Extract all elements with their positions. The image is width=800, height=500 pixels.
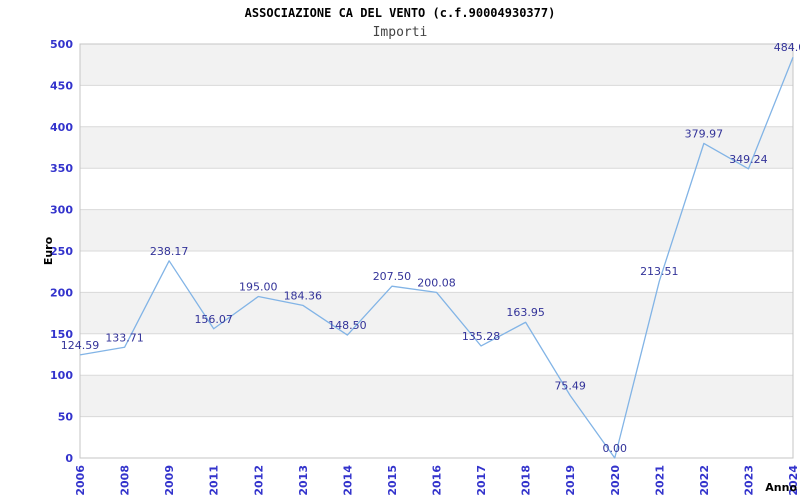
plot-band bbox=[80, 375, 793, 417]
x-tick-label: 2014 bbox=[341, 465, 354, 496]
x-tick-label: 2012 bbox=[252, 465, 265, 496]
data-point-label: 200.08 bbox=[417, 276, 456, 289]
plot-band bbox=[80, 126, 793, 169]
x-tick-label: 2020 bbox=[609, 465, 622, 496]
y-tick-label: 200 bbox=[50, 286, 73, 299]
x-axis-title: Anno bbox=[765, 481, 797, 494]
data-point-label: 213.51 bbox=[640, 265, 679, 278]
x-tick-label: 2022 bbox=[698, 465, 711, 496]
data-point-label: 0.00 bbox=[603, 442, 628, 455]
plot-band bbox=[80, 292, 793, 334]
data-point-label: 133.71 bbox=[105, 331, 144, 344]
plot-band bbox=[80, 44, 793, 86]
data-point-label: 484.00 bbox=[774, 41, 800, 54]
data-point-label: 148.50 bbox=[328, 319, 367, 332]
y-tick-label: 100 bbox=[50, 369, 73, 382]
y-tick-label: 500 bbox=[50, 38, 73, 51]
data-point-label: 207.50 bbox=[373, 270, 412, 283]
x-tick-label: 2024 bbox=[787, 465, 800, 496]
x-tick-label: 2018 bbox=[520, 465, 533, 496]
x-tick-label: 2008 bbox=[119, 465, 132, 496]
y-tick-label: 300 bbox=[50, 204, 73, 217]
data-point-label: 124.59 bbox=[61, 339, 100, 352]
data-point-label: 238.17 bbox=[150, 245, 189, 258]
chart-title: ASSOCIAZIONE CA DEL VENTO (c.f.900049303… bbox=[244, 6, 556, 20]
y-tick-label: 250 bbox=[50, 245, 73, 258]
plot-band bbox=[80, 209, 793, 251]
x-tick-label: 2011 bbox=[208, 465, 221, 496]
data-point-label: 349.24 bbox=[729, 153, 768, 166]
data-point-label: 135.28 bbox=[462, 330, 501, 343]
data-point-label: 163.95 bbox=[506, 306, 545, 319]
data-point-label: 75.49 bbox=[554, 379, 586, 392]
data-point-label: 379.97 bbox=[685, 127, 724, 140]
x-tick-label: 2017 bbox=[475, 465, 488, 496]
x-tick-label: 2016 bbox=[431, 465, 444, 496]
data-point-label: 195.00 bbox=[239, 281, 278, 294]
chart-subtitle: Importi bbox=[372, 25, 428, 40]
y-tick-label: 0 bbox=[65, 452, 73, 465]
y-tick-label: 350 bbox=[50, 162, 73, 175]
x-tick-label: 2006 bbox=[74, 465, 87, 496]
x-tick-label: 2009 bbox=[163, 465, 176, 496]
y-tick-label: 450 bbox=[50, 79, 73, 92]
y-tick-label: 50 bbox=[58, 411, 74, 424]
data-point-label: 184.36 bbox=[284, 289, 323, 302]
plot-border bbox=[79, 43, 794, 459]
x-tick-label: 2023 bbox=[742, 465, 755, 496]
x-tick-label: 2021 bbox=[653, 465, 666, 496]
x-tick-label: 2015 bbox=[386, 465, 399, 496]
x-tick-label: 2013 bbox=[297, 465, 310, 496]
x-tick-label: 2019 bbox=[564, 465, 577, 496]
y-tick-label: 400 bbox=[50, 121, 73, 134]
data-point-label: 156.07 bbox=[194, 313, 233, 326]
series-line bbox=[79, 57, 794, 459]
y-axis-title: Euro bbox=[42, 236, 55, 265]
y-tick-label: 150 bbox=[50, 328, 73, 341]
